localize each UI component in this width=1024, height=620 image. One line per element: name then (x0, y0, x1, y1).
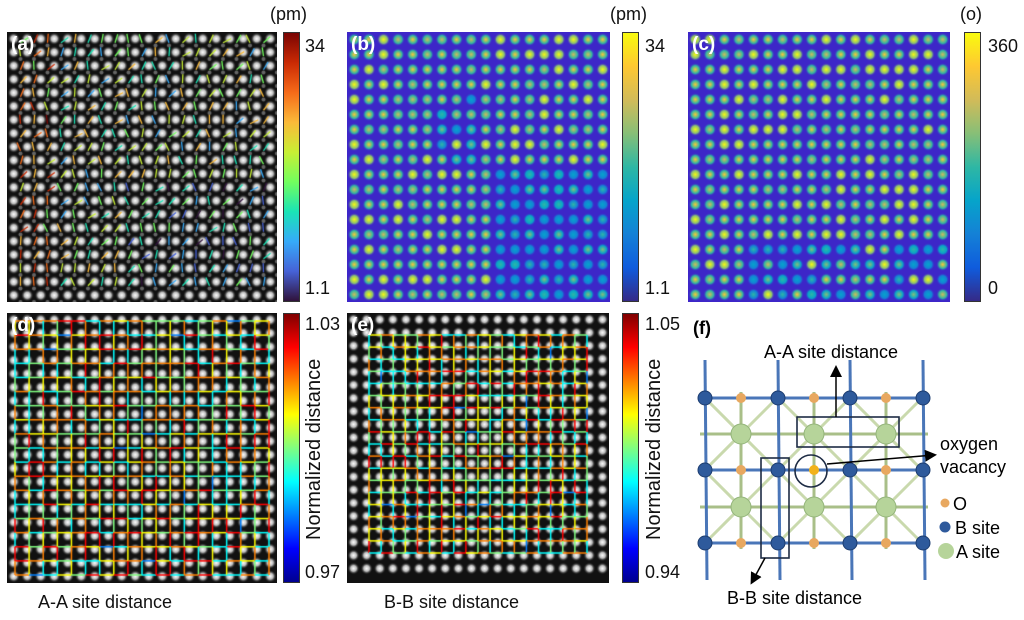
oxygen-atom (736, 393, 746, 403)
a-site-atom (803, 496, 825, 518)
b-site-atom (697, 462, 713, 478)
amplitude-map-image (347, 32, 610, 302)
colorbar-unit-b: (pm) (610, 4, 647, 24)
b-site-atom (697, 390, 713, 406)
angle-map-image (688, 32, 950, 302)
oxygen-atom (881, 538, 891, 548)
a-site-atom (730, 496, 752, 518)
vacancy-circle (794, 454, 828, 488)
a-site-atom (803, 423, 825, 445)
aa-distance-box (796, 416, 900, 448)
legend-a-label: A site (956, 542, 1000, 562)
colorbar-d (283, 313, 300, 583)
oxygen-vacancy (809, 465, 819, 475)
caption-d: A-A site distance (38, 592, 173, 612)
aa-distance-grid-image (7, 313, 277, 583)
oxygen-atom (736, 465, 746, 475)
vacancy-label-1: oxygen (940, 434, 998, 454)
colorbar-b (622, 32, 639, 302)
b-site-atom (770, 462, 786, 478)
oxygen-atom (736, 538, 746, 548)
colorbar-min-d: 0.97 (305, 562, 341, 582)
b-site-atom (842, 535, 858, 551)
colorbar-min-b: 1.1 (645, 278, 671, 298)
b-site-atom (842, 390, 858, 406)
panel-label: (f) (693, 318, 711, 338)
oxygen-atom (809, 393, 819, 403)
bb-distance-box (760, 457, 790, 559)
b-site-atom (770, 390, 786, 406)
b-site-atom (915, 535, 931, 551)
colorbar-label-d: Normalized distance (303, 358, 325, 540)
bb-arrow (750, 557, 766, 585)
colorbar-max-e: 1.05 (645, 314, 681, 334)
panel-b-amplitude-map: (b) (347, 32, 610, 302)
colorbar-min-e: 0.94 (645, 562, 681, 582)
perovskite-lattice (697, 359, 931, 581)
vacancy-arrow (826, 449, 937, 465)
oxygen-atom (881, 465, 891, 475)
b-site-atom (842, 462, 858, 478)
legend-b-label: B site (955, 518, 1000, 538)
panel-label: (c) (692, 34, 716, 55)
panel-label: (e) (351, 315, 375, 336)
legend-o-label: O (953, 494, 967, 514)
colorbar-min-a: 1.1 (305, 278, 331, 298)
panel-label: (b) (351, 34, 376, 55)
b-site-atom (915, 390, 931, 406)
oxygen-atom (881, 393, 891, 403)
colorbar-max-b: 34 (645, 36, 666, 56)
a-site-atom (875, 496, 897, 518)
a-site-atom (730, 423, 752, 445)
b-site-atom (697, 535, 713, 551)
aa-label: A-A site distance (764, 342, 898, 362)
b-site-atom (770, 535, 786, 551)
bb-distance-grid-image (347, 313, 609, 583)
panel-label: (d) (11, 315, 36, 336)
b-site-atom (915, 462, 931, 478)
colorbar-unit-c: (o) (960, 4, 982, 24)
colorbar-max-d: 1.03 (305, 314, 341, 334)
oxygen-atom (809, 538, 819, 548)
caption-e: B-B site distance (384, 592, 520, 612)
colorbar-c (964, 32, 981, 302)
colorbar-min-c: 0 (988, 278, 999, 298)
colorbar-max-a: 34 (305, 36, 326, 56)
colorbar-a (283, 32, 300, 302)
legend-o-marker (940, 498, 950, 508)
panel-d-aa-distance-map: (d) (7, 313, 277, 583)
colorbar-unit-a: (pm) (270, 4, 307, 24)
vacancy-label-2: vacancy (940, 457, 1006, 477)
colorbar-e (622, 313, 639, 583)
bb-label: B-B site distance (727, 588, 862, 608)
panel-c-angle-map: (c) (688, 32, 950, 302)
panel-label: (a) (11, 34, 35, 55)
displacement-vector-image (7, 32, 277, 302)
colorbar-label-e: Normalized distance (643, 358, 665, 540)
legend-b-marker (939, 521, 951, 533)
panel-f-lattice-schematic: (f) A-A site distance oxygen vacancy O B… (693, 318, 1006, 608)
legend: O B site A site (938, 494, 1000, 562)
panel-e-bb-distance-map: (e) (347, 313, 609, 583)
a-site-atom (875, 423, 897, 445)
colorbar-max-c: 360 (988, 36, 1019, 56)
panel-a-displacement-map: (a) (7, 32, 277, 302)
legend-a-marker (938, 543, 954, 559)
